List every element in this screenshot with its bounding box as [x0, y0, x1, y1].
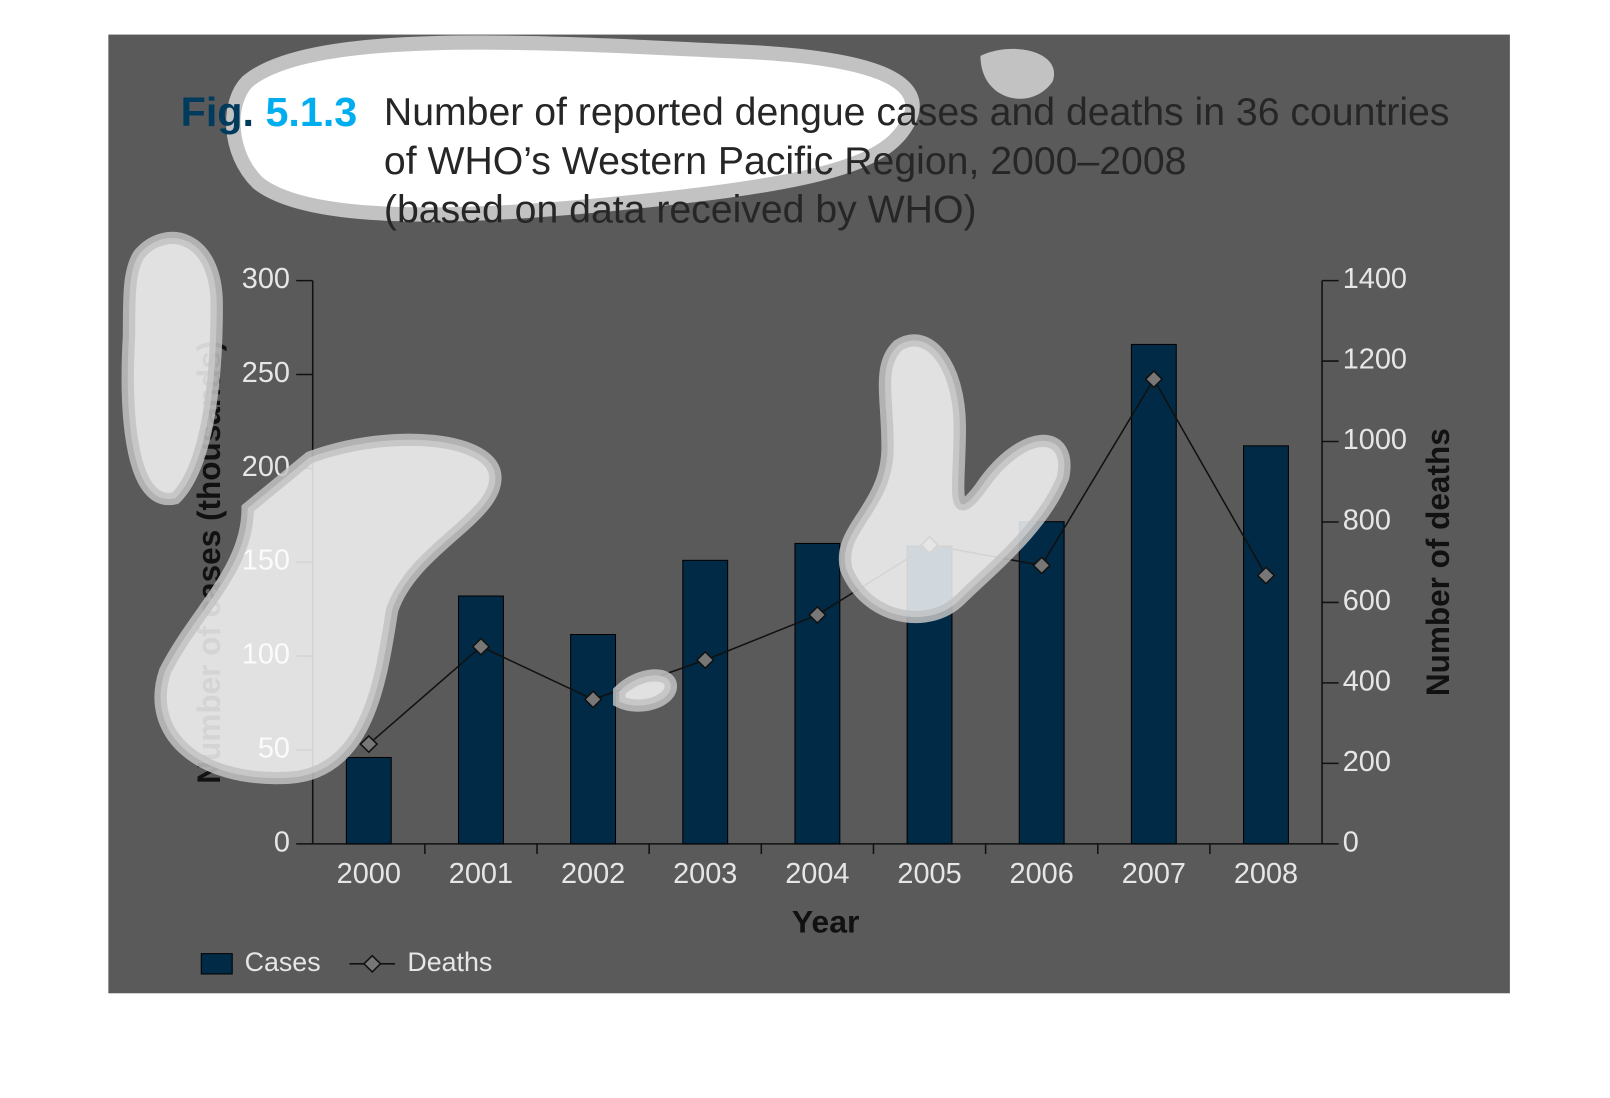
marker — [808, 605, 827, 625]
bar — [570, 633, 617, 845]
marker — [695, 650, 715, 670]
fig-label: Fig. 5.1.3 — [181, 89, 358, 135]
y2-tick-label: 1200 — [1343, 344, 1407, 376]
legend-label: Deaths — [407, 947, 492, 977]
blob — [838, 334, 1071, 624]
legend-swatch — [200, 953, 233, 975]
x-axis-title: Year — [792, 904, 860, 940]
x-tick-label: 2001 — [449, 858, 513, 890]
y2-tick-label: 0 — [1343, 827, 1359, 859]
marker — [1144, 369, 1164, 389]
y2-axis-title: Number of deaths — [1420, 428, 1456, 696]
marker — [1032, 556, 1052, 575]
legend-label: Cases — [245, 947, 321, 977]
y-tick-label: 300 — [242, 263, 290, 295]
y2-tick-label: 1400 — [1343, 263, 1407, 295]
legend-marker — [362, 954, 382, 974]
y2-tick-label: 600 — [1343, 585, 1391, 617]
y2-tick-label: 1000 — [1343, 424, 1407, 456]
blob — [226, 35, 920, 222]
bar — [1243, 445, 1289, 845]
blob — [154, 433, 502, 785]
marker — [583, 690, 603, 709]
x-tick-label: 2008 — [1234, 858, 1298, 890]
blob — [613, 669, 678, 712]
x-tick-label: 2003 — [673, 858, 737, 890]
chart-title: of WHO’s Western Pacific Region, 2000–20… — [384, 140, 1187, 183]
x-tick-label: 2005 — [897, 858, 961, 890]
x-tick-label: 2006 — [1010, 858, 1074, 890]
blob — [980, 48, 1055, 99]
x-tick-label: 2002 — [561, 858, 625, 890]
chart-title: Number of reported dengue cases and deat… — [384, 91, 1450, 134]
marker — [471, 637, 491, 656]
y-tick-label: 0 — [274, 827, 290, 859]
y2-tick-label: 800 — [1343, 505, 1391, 537]
bar — [345, 756, 392, 845]
bar — [794, 542, 841, 845]
marker — [359, 734, 379, 754]
chart-title: (based on data received by WHO) — [384, 189, 977, 232]
y2-tick-label: 200 — [1343, 746, 1391, 778]
y-tick-label: 250 — [242, 357, 290, 389]
bar — [1130, 343, 1177, 845]
marker — [1256, 566, 1276, 585]
x-tick-label: 2000 — [337, 858, 401, 890]
x-tick-label: 2007 — [1122, 858, 1186, 890]
bar — [457, 595, 504, 845]
blob — [121, 232, 223, 506]
y2-tick-label: 400 — [1343, 666, 1391, 698]
bar — [682, 559, 729, 845]
x-tick-label: 2004 — [785, 858, 849, 890]
